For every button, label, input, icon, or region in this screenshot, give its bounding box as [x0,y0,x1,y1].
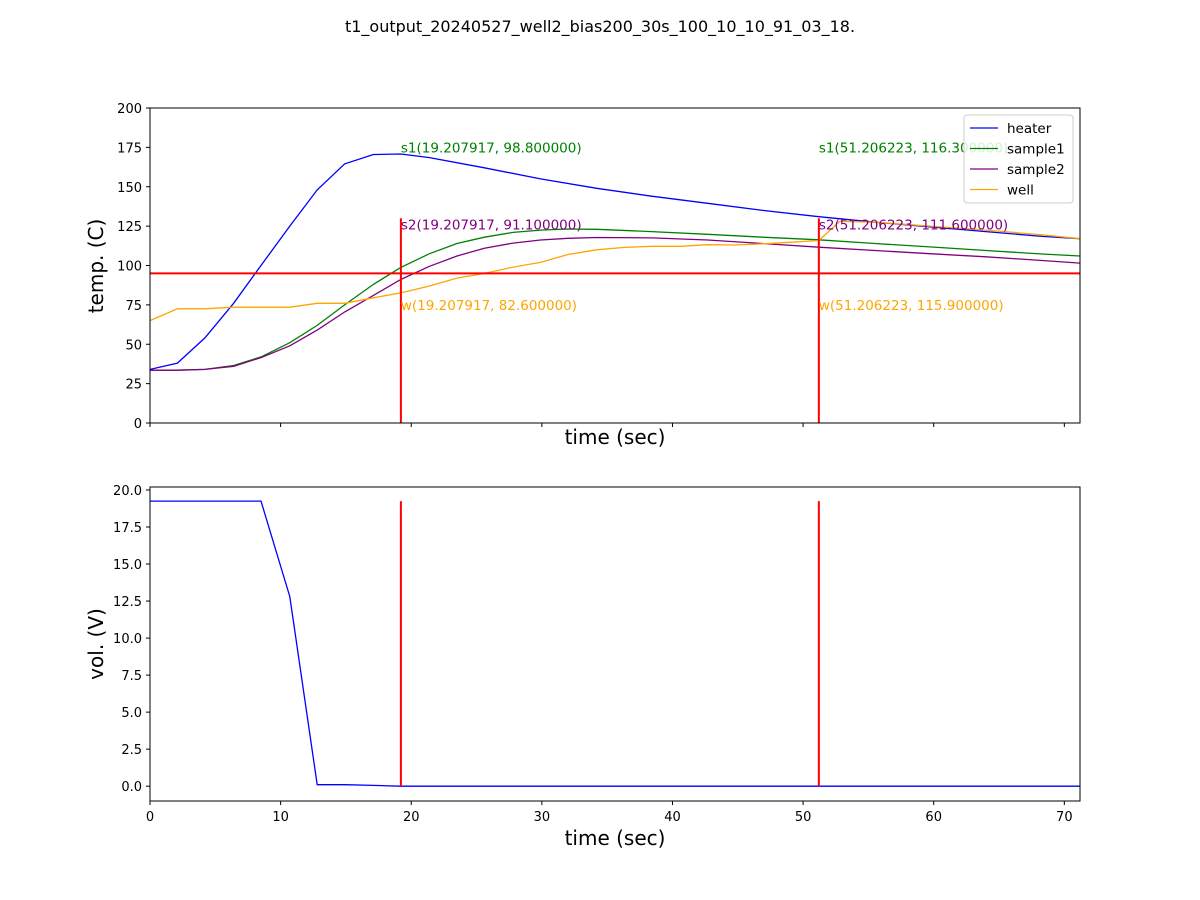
x-tick-label: 40 [664,810,681,825]
series-line-sample1 [150,228,1080,371]
y-tick-label: 25 [125,378,142,393]
annotation-label: w(19.207917, 82.600000) [401,298,577,314]
legend-label-sample1: sample1 [1007,142,1065,158]
y-tick-label: 17.5 [113,521,142,536]
annotation-label: s2(19.207917, 91.100000) [401,218,582,234]
axes-frame [149,486,1081,802]
series-line-voltage [150,500,1080,787]
series-line-sample2 [150,236,1080,371]
y-tick-label: 2.5 [121,743,142,758]
voltage-axes: time (sec) vol. (V) 0.0 2.5 5.0 7.5 10.0 12.5… [84,484,1081,850]
plot-area [150,153,1080,423]
legend-box [963,114,1074,204]
voltage-axis-xlabel: time (sec) [565,826,666,850]
x-tick-label: 0 [146,810,154,825]
y-tick-label: 75 [125,299,142,314]
y-tick-label: 100 [117,260,142,275]
x-tick-label: 30 [534,810,551,825]
annotation-label: s2(51.206223, 111.600000) [819,218,1008,234]
y-tick-label: 10.0 [113,632,142,647]
x-tick-label: 20 [403,810,420,825]
temperature-axis-xlabel: time (sec) [565,425,666,449]
x-tick-label: 10 [272,810,289,825]
y-tick-label: 200 [117,102,142,117]
y-tick-label: 0.0 [121,780,142,795]
legend-label-well: well [1007,183,1034,199]
y-tick-label: 20.0 [113,484,142,499]
series-line-well [150,220,1080,322]
voltage-axis-ylabel: vol. (V) [84,608,108,680]
plot-area [150,500,1080,787]
y-tick-label: 0 [134,417,142,432]
annotation-label: s1(19.207917, 98.800000) [401,140,582,156]
temperature-axes: time (sec) temp. (C) s1(19.207917, 98.80… [84,102,1081,449]
y-tick-label: 175 [117,141,142,156]
legend-label-heater: heater [1007,121,1052,137]
y-tick-label: 150 [117,181,142,196]
y-tick-label: 50 [125,338,142,353]
series-line-heater [150,153,1080,371]
y-tick-label: 7.5 [121,669,142,684]
x-tick-label: 70 [1056,810,1073,825]
legend-label-sample2: sample2 [1007,162,1065,178]
y-tick-label: 125 [117,220,142,235]
y-tick-label: 12.5 [113,595,142,610]
annotation-label: w(51.206223, 115.900000) [819,298,1004,314]
legend: heater sample1 sample2 well [963,114,1074,204]
x-tick-label: 50 [795,810,812,825]
figure-title: t1_output_20240527_well2_bias200_30s_100… [345,17,855,37]
annotation-label: s1(51.206223, 116.300000) [819,140,1008,156]
y-tick-label: 5.0 [121,706,142,721]
y-tick-label: 15.0 [113,558,142,573]
temperature-axis-ylabel: temp. (C) [84,219,108,314]
x-tick-label: 60 [925,810,942,825]
